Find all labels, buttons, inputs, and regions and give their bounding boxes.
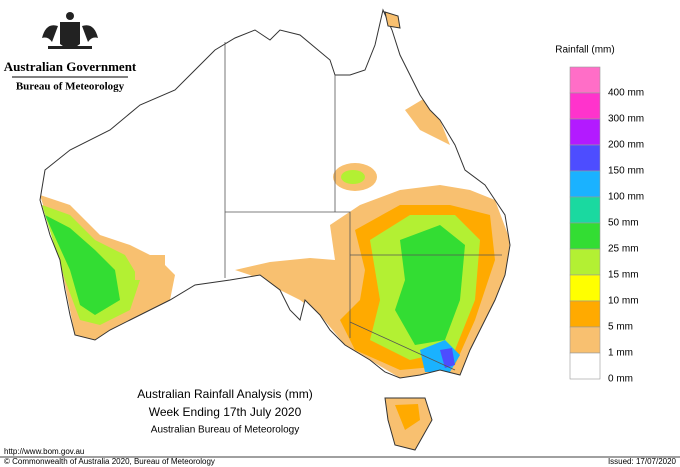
legend-swatch xyxy=(569,326,601,354)
legend-swatch xyxy=(569,248,601,276)
map-source: Australian Bureau of Meteorology xyxy=(151,425,299,436)
legend-swatch xyxy=(569,170,601,198)
map-title: Australian Rainfall Analysis (mm) xyxy=(137,387,312,401)
legend-label: 10 mm xyxy=(608,296,639,307)
legend-label: 25 mm xyxy=(608,244,639,255)
footer-copyright: © Commonwealth of Australia 2020, Bureau… xyxy=(4,457,215,466)
coat-of-arms xyxy=(42,12,98,49)
legend-swatch xyxy=(569,352,601,380)
legend-label: 50 mm xyxy=(608,218,639,229)
legend-label: 1 mm xyxy=(608,348,633,359)
legend-label: 0 mm xyxy=(608,374,633,385)
legend-swatch xyxy=(569,92,601,120)
legend-label: 400 mm xyxy=(608,88,644,99)
legend-swatch xyxy=(569,274,601,302)
legend: 400 mm 300 mm 200 mm 150 mm 100 mm 50 mm 25 mm… xyxy=(569,66,644,385)
map-subtitle: Week Ending 17th July 2020 xyxy=(149,405,302,419)
legend-swatch xyxy=(569,196,601,224)
legend-swatch xyxy=(569,222,601,250)
legend-title: Rainfall (mm) xyxy=(555,45,614,56)
legend-label: 150 mm xyxy=(608,166,644,177)
legend-label: 100 mm xyxy=(608,192,644,203)
legend-swatch xyxy=(569,118,601,146)
legend-label: 5 mm xyxy=(608,322,633,333)
legend-swatch xyxy=(569,300,601,328)
government-name: Australian Government xyxy=(4,59,137,74)
legend-swatch xyxy=(569,66,601,94)
legend-swatch xyxy=(569,144,601,172)
agency-name: Bureau of Meteorology xyxy=(16,81,125,93)
footer-issued: Issued: 17/07/2020 xyxy=(608,457,677,466)
legend-label: 200 mm xyxy=(608,140,644,151)
legend-label: 15 mm xyxy=(608,270,639,281)
map xyxy=(39,9,511,451)
footer-url: http://www.bom.gov.au xyxy=(4,447,84,456)
legend-label: 300 mm xyxy=(608,114,644,125)
